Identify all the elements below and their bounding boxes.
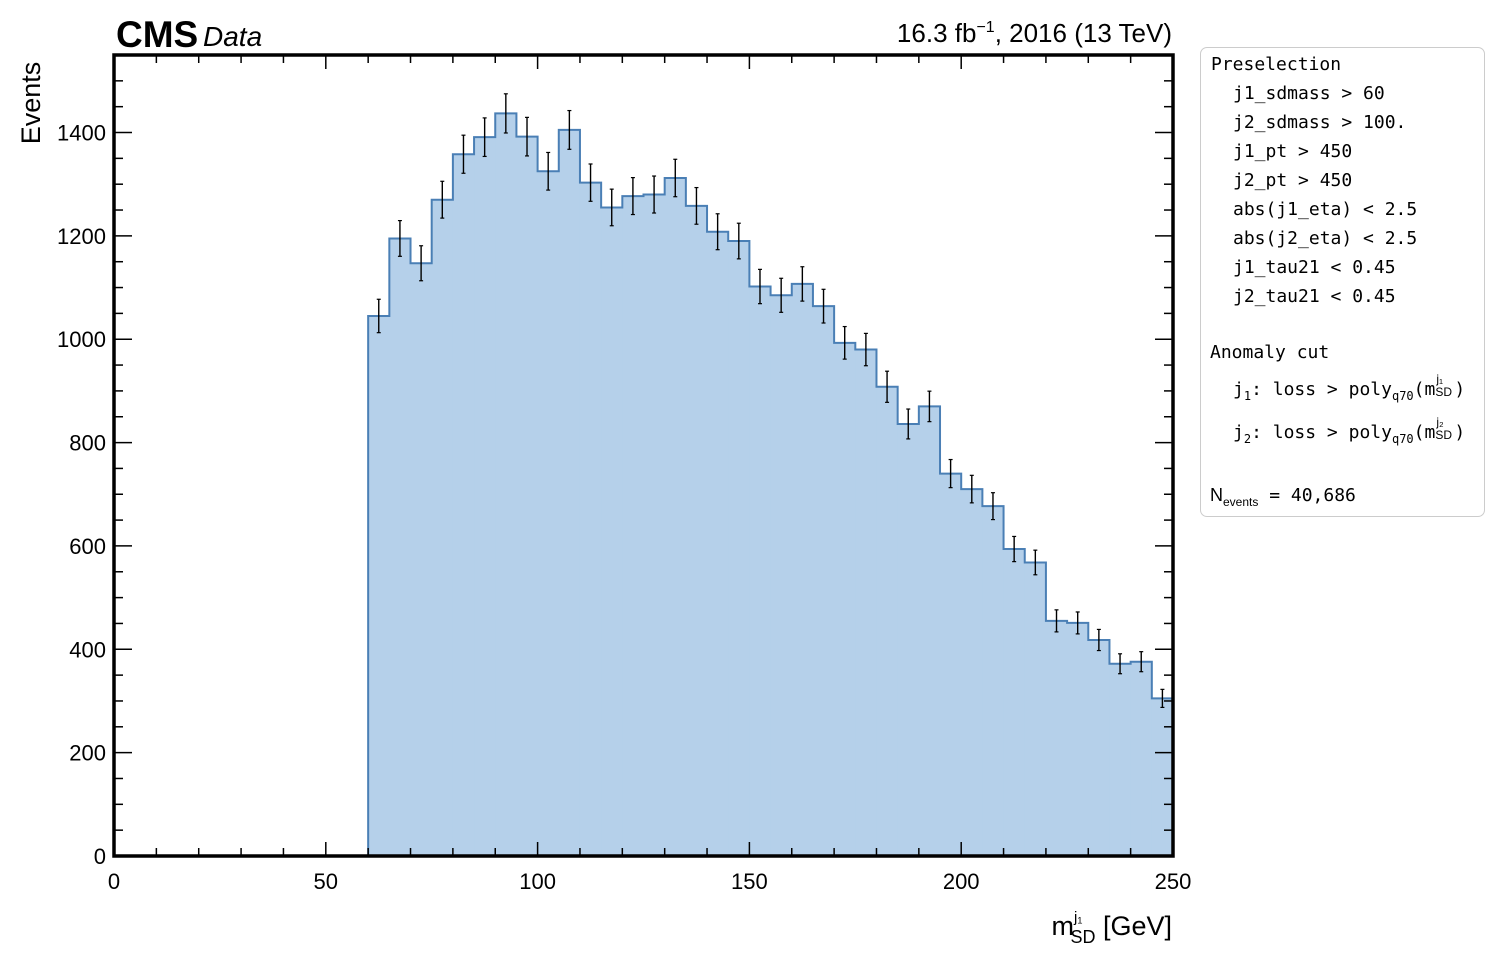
data-label: Data (203, 21, 262, 52)
histogram-bar (622, 196, 644, 857)
histogram-bar (1151, 698, 1174, 856)
histogram-bar (431, 199, 454, 856)
plot-frame (112, 53, 1175, 858)
lumi-label: 16.3 fb−1, 2016 (13 TeV) (897, 18, 1172, 48)
y-axis-label: Events (16, 62, 46, 145)
y-tick-label: 400 (69, 637, 106, 662)
y-tick-label: 0 (94, 844, 106, 869)
y-tick-label: 1400 (57, 121, 106, 146)
histogram-bar (855, 349, 877, 856)
preselection-cut: j2_sdmass > 100. (1233, 112, 1407, 133)
histogram-bar (876, 386, 899, 856)
histogram-bar (389, 238, 412, 856)
histogram-outline (367, 112, 1173, 856)
y-tick-label: 800 (69, 431, 106, 456)
histogram-bar (664, 177, 687, 857)
y-tick-label: 1200 (57, 224, 106, 249)
legend-box: Preselection j1_sdmass > 60 j2_sdmass > 1… (1200, 47, 1485, 517)
histogram-bar (940, 473, 962, 856)
histogram-bar (961, 489, 983, 856)
preselection-cut: j2_pt > 450 (1233, 170, 1353, 191)
histogram-bar (834, 342, 856, 856)
histogram-chart: 0 50 100 150 200 250 0 200 400 600 800 1000 1200 1400… (16, 14, 1191, 947)
histogram-bar (791, 283, 814, 856)
histogram-bar (1045, 620, 1068, 856)
histogram-bar (368, 315, 390, 857)
histogram-bar (1130, 661, 1153, 856)
x-tick-label: 150 (731, 869, 768, 894)
anomaly-cut-j1: j1: loss > polyq70(m j₁ SD) (1233, 372, 1466, 403)
x-tick-label: 100 (519, 869, 556, 894)
y-tick-label: 1000 (57, 327, 106, 352)
tick-labels: 0 50 100 150 200 250 0 200 400 600 800 1000 1200 1400 (57, 121, 1191, 894)
histogram-bar (728, 241, 750, 857)
x-tick-label: 50 (314, 869, 338, 894)
cms-label: CMS (116, 14, 198, 55)
histogram-bar (770, 295, 793, 856)
histogram-bar (516, 136, 539, 856)
legend-heading-preselection: Preselection (1211, 54, 1342, 75)
histogram-bar (410, 263, 433, 856)
histogram-bar (707, 231, 729, 857)
y-tick-label: 200 (69, 741, 106, 766)
preselection-cut: j1_pt > 450 (1233, 141, 1353, 162)
histogram-bar (579, 182, 602, 857)
histogram-bar (1067, 622, 1089, 856)
histogram-bar (1003, 549, 1026, 856)
histogram-bar (897, 423, 920, 856)
error-bars (376, 93, 1165, 709)
x-axis-label: mj₁ SD [GeV] (1052, 909, 1172, 947)
legend-heading-anomaly: Anomaly cut (1210, 342, 1330, 363)
histogram-bar (918, 406, 941, 856)
histogram-bar (982, 506, 1005, 856)
preselection-cut: abs(j1_eta) < 2.5 (1233, 199, 1418, 220)
histogram-bar (452, 154, 475, 856)
histogram-bar (1024, 562, 1047, 856)
histogram-bar (812, 306, 835, 857)
preselection-cut: j1_sdmass > 60 (1233, 83, 1385, 104)
preselection-cut: j2_tau21 < 0.45 (1233, 286, 1396, 307)
histogram-bar (749, 286, 772, 856)
x-tick-label: 0 (108, 869, 120, 894)
histogram-bars (367, 112, 1174, 857)
histogram-bar (537, 171, 560, 857)
histogram-bar (601, 207, 623, 857)
histogram-bar (1088, 639, 1110, 856)
x-tick-label: 200 (943, 869, 980, 894)
histogram-bar (474, 137, 496, 856)
n-events: Nevents = 40,686 (1210, 485, 1356, 509)
anomaly-cut-j2: j2: loss > polyq70(m j₂ SD) (1233, 415, 1466, 446)
histogram-bar (1109, 663, 1132, 856)
histogram-bar (495, 113, 517, 856)
preselection-cut: abs(j2_eta) < 2.5 (1233, 228, 1418, 249)
histogram-bar (643, 194, 666, 856)
y-tick-label: 600 (69, 534, 106, 559)
x-tick-label: 250 (1155, 869, 1192, 894)
preselection-cut: j1_tau21 < 0.45 (1233, 257, 1396, 278)
histogram-bar (685, 205, 708, 856)
histogram-bar (558, 129, 581, 856)
